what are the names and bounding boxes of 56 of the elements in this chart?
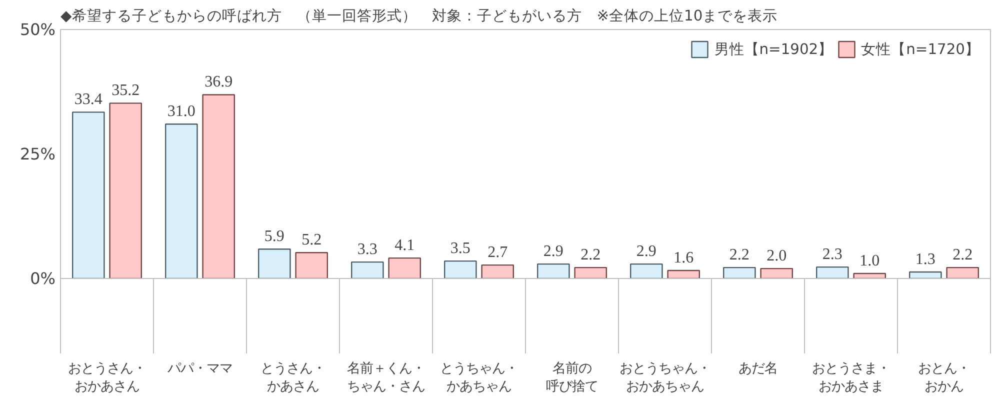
bar xyxy=(295,252,328,278)
data-label: 3.3 xyxy=(357,241,378,258)
y-tick-label: 0% xyxy=(30,269,56,288)
bar xyxy=(946,266,980,278)
bar xyxy=(258,248,291,278)
bar xyxy=(350,261,384,278)
legend-label: 女性【n=1720】 xyxy=(861,40,980,58)
x-tick-label: おとん・おかん xyxy=(918,362,970,394)
bar xyxy=(722,266,756,278)
data-label: 4.1 xyxy=(394,237,415,254)
data-label: 2.9 xyxy=(636,243,656,260)
legend-label: 男性【n=1902】 xyxy=(714,40,834,58)
bar xyxy=(816,266,849,278)
x-tick-label: パパ・ママ xyxy=(166,362,232,376)
x-tick-label: あだ名 xyxy=(738,362,778,376)
data-label: 2.9 xyxy=(543,243,564,260)
y-tick-label: 25% xyxy=(20,144,56,164)
data-label: 1.0 xyxy=(860,252,880,270)
bar xyxy=(481,264,514,278)
data-label: 2.2 xyxy=(729,246,750,264)
data-label: 2.2 xyxy=(952,246,973,264)
data-label: 35.2 xyxy=(112,82,140,100)
data-label: 3.5 xyxy=(450,240,470,258)
bar xyxy=(760,268,794,278)
x-tick-label: とうちゃん・かあちゃん xyxy=(440,362,518,394)
bar xyxy=(164,124,198,278)
bar xyxy=(202,94,236,278)
bar xyxy=(853,272,886,278)
bar xyxy=(72,112,105,278)
data-label: 1.6 xyxy=(674,250,694,267)
x-tick-label: とうさん・かあさん xyxy=(260,362,326,394)
x-tick-label: おとうちゃん・おかあちゃん xyxy=(620,362,710,394)
data-label: 33.4 xyxy=(74,91,102,108)
data-label: 5.9 xyxy=(264,228,284,246)
bar xyxy=(574,266,608,278)
data-label: 2.2 xyxy=(580,246,601,264)
bar xyxy=(667,270,700,278)
data-label: 36.9 xyxy=(204,74,233,91)
bar xyxy=(109,102,142,278)
bar xyxy=(630,263,663,278)
data-label: 2.3 xyxy=(822,246,842,264)
bar xyxy=(908,271,942,278)
x-tick-label: 名前の呼び捨て xyxy=(546,362,598,394)
bar xyxy=(536,263,570,278)
data-label: 1.3 xyxy=(915,251,936,268)
data-label: 2.7 xyxy=(488,244,508,262)
y-tick-label: 50% xyxy=(20,20,56,39)
data-label: 5.2 xyxy=(302,232,322,249)
x-tick-label: 名前＋くん・ちゃん・さん xyxy=(347,362,425,394)
data-label: 2.0 xyxy=(766,248,787,265)
data-label: 31.0 xyxy=(167,103,196,120)
bar xyxy=(388,257,422,278)
x-tick-label: おとうさま・おかあさま xyxy=(812,362,890,394)
x-tick-label: おとうさん・おかあさん xyxy=(68,362,146,394)
bar xyxy=(444,260,477,278)
chart-title: ◆希望する子どもからの呼ばれ方 （単一回答形式） 対象：子どもがいる方 ※全体の上位10までを表示 xyxy=(60,8,778,24)
